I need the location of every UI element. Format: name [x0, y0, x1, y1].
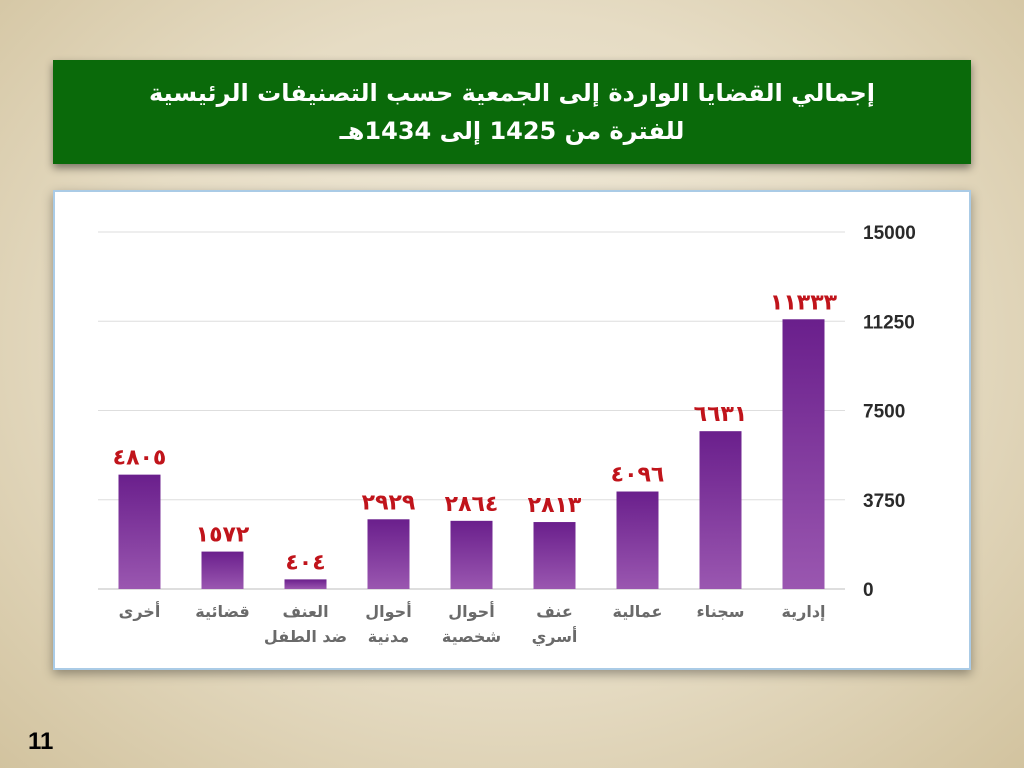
bar-chart: 0 3750 7500 11250 15000 ١١٣٣٣ إدارية ٦٦٣١ سجناء ٤…	[98, 223, 916, 647]
data-label: ٤٠٩٦	[611, 463, 665, 488]
data-label: ٤٨٠٥	[113, 446, 167, 471]
bar	[533, 522, 576, 589]
bar	[118, 474, 161, 589]
category-label: إدارية	[781, 602, 825, 621]
category-label: أحوال	[365, 601, 411, 621]
bar	[616, 491, 659, 589]
category-label: شخصية	[442, 627, 501, 646]
bar	[284, 579, 327, 589]
slide-title-line-2: للفترة من 1425 إلى 1434هـ	[339, 117, 685, 145]
category-label: عنف	[536, 602, 573, 621]
bar	[367, 519, 410, 589]
y-tick-label: 11250	[863, 312, 915, 333]
data-label: ٢٨١٣	[528, 493, 582, 518]
page-number: 11	[28, 728, 54, 755]
category-label: قضائية	[195, 602, 250, 621]
data-label: ١٥٧٢	[196, 523, 250, 548]
data-label: ٢٨٦٤	[445, 492, 499, 517]
data-label: ٦٦٣١	[694, 402, 748, 427]
data-label: ٤٠٤	[285, 550, 325, 575]
category-label: ضد الطفل	[264, 627, 347, 646]
bar	[782, 319, 825, 589]
y-tick-label: 15000	[863, 223, 916, 244]
category-label: سجناء	[697, 602, 745, 621]
category-label: أخرى	[119, 601, 161, 621]
chart-panel: 0 3750 7500 11250 15000 ١١٣٣٣ إدارية ٦٦٣١ سجناء ٤…	[53, 190, 971, 670]
y-tick-label: 7500	[863, 402, 905, 423]
y-tick-label: 0	[863, 580, 874, 601]
category-label: عمالية	[613, 602, 663, 621]
y-tick-label: 3750	[863, 491, 905, 512]
category-label: العنف	[282, 602, 328, 621]
bar	[450, 520, 493, 589]
bar	[201, 551, 244, 589]
category-label: مدنية	[368, 627, 409, 646]
data-label: ١١٣٣٣	[770, 290, 838, 315]
category-label: أحوال	[448, 601, 494, 621]
data-label: ٢٩٢٩	[362, 490, 416, 515]
category-label: أسري	[532, 626, 578, 647]
bar	[699, 431, 742, 589]
slide-title-box: إجمالي القضايا الواردة إلى الجمعية حسب ا…	[53, 60, 971, 164]
slide-title-line-1: إجمالي القضايا الواردة إلى الجمعية حسب ا…	[148, 79, 875, 107]
